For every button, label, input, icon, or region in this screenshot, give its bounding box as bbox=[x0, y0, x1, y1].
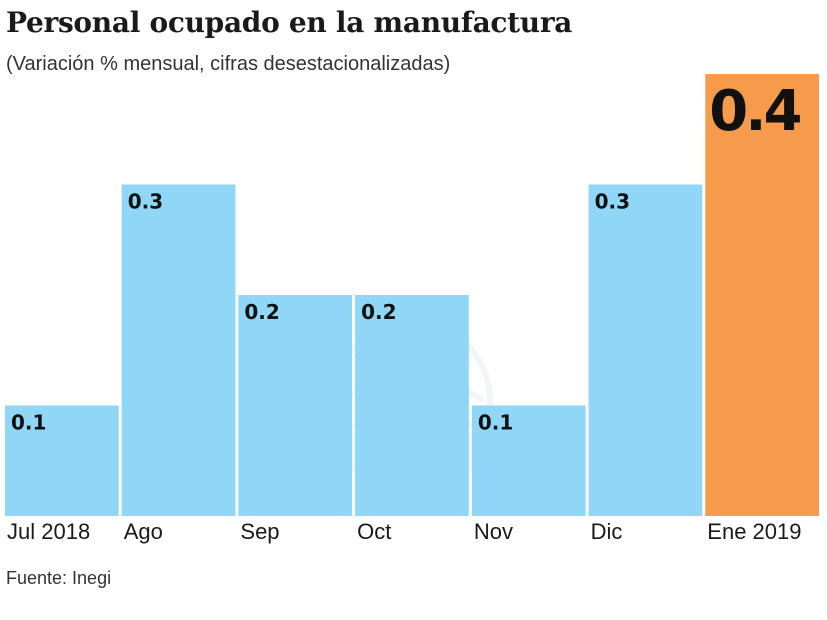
bar-3 bbox=[355, 295, 469, 516]
bar-value-label-1: 0.3 bbox=[128, 190, 163, 214]
x-tick-label-0: Jul 2018 bbox=[7, 519, 90, 544]
x-tick-label-3: Oct bbox=[357, 519, 391, 544]
bar-0 bbox=[5, 405, 119, 516]
x-tick-label-4: Nov bbox=[474, 519, 513, 544]
bar-value-label-3: 0.2 bbox=[361, 300, 396, 324]
x-tick-label-5: Dic bbox=[591, 519, 623, 544]
chart-title: Personal ocupado en la manufactura bbox=[6, 6, 573, 39]
x-tick-label-2: Sep bbox=[240, 519, 279, 544]
bar-value-label-4: 0.1 bbox=[478, 411, 513, 435]
x-tick-label-6: Ene 2019 bbox=[707, 519, 801, 544]
source-note: Fuente: Inegi bbox=[6, 568, 112, 588]
bar-value-label-2: 0.2 bbox=[244, 300, 279, 324]
bar-labels-group: 0.1 0.3 0.2 0.2 0.1 0.3 0.4 bbox=[11, 79, 804, 435]
x-tick-labels-group: Jul 2018 Ago Sep Oct Nov Dic Ene 2019 bbox=[7, 519, 802, 544]
bar-2 bbox=[238, 295, 353, 516]
bars-group bbox=[5, 74, 819, 516]
bar-6 bbox=[705, 74, 819, 516]
x-tick-label-1: Ago bbox=[124, 519, 163, 544]
bar-value-label-5: 0.3 bbox=[595, 190, 630, 214]
chart-subtitle: (Variación % mensual, cifras desestacion… bbox=[6, 53, 451, 75]
bar-value-label-6: 0.4 bbox=[709, 79, 800, 144]
bar-5 bbox=[588, 184, 703, 516]
bar-1 bbox=[121, 184, 236, 516]
bar-4 bbox=[471, 405, 586, 516]
bar-value-label-0: 0.1 bbox=[11, 411, 46, 435]
